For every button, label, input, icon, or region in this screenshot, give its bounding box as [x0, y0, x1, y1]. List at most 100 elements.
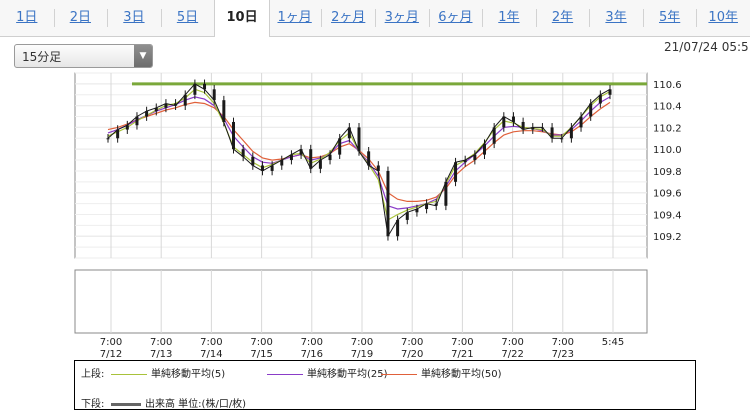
candle-body	[415, 209, 419, 213]
x-tick-time: 5:45	[602, 337, 624, 348]
tab-11[interactable]: 3年	[605, 10, 627, 25]
x-tick-time: 7:00	[150, 337, 172, 348]
x-tick-date: 7/13	[150, 349, 172, 360]
candle-body	[260, 165, 264, 171]
legend-item-volume: 出来高 単位:(株/口/枚)	[107, 395, 246, 410]
candle-body	[473, 154, 477, 161]
legend-ma25-label: 単純移動平均(25)	[307, 369, 388, 380]
y-tick-label: 109.8	[653, 167, 682, 178]
candle-body	[396, 219, 400, 237]
tab-2[interactable]: 3日	[123, 10, 145, 25]
tab-1[interactable]: 2日	[69, 10, 91, 25]
tab-10[interactable]: 2年	[551, 10, 574, 25]
candle-body	[405, 212, 409, 220]
price-line	[107, 83, 611, 238]
candle-body	[569, 127, 573, 139]
x-tick-date: 7/12	[100, 349, 122, 360]
tab-7[interactable]: 3ヶ月	[384, 10, 419, 25]
tab-separator	[642, 9, 644, 27]
x-tick-time: 7:00	[552, 337, 574, 348]
y-tick-label: 109.4	[653, 210, 682, 221]
volume-panel-frame	[74, 269, 648, 334]
y-tick-label: 110.2	[653, 123, 682, 134]
x-tick-time: 7:00	[301, 337, 323, 348]
tab-3[interactable]: 5日	[176, 10, 199, 25]
x-tick-date: 7/21	[451, 349, 473, 360]
legend-item-ma50: 単純移動平均(50)	[377, 365, 502, 380]
x-axis: 7:007/127:007/137:007/147:007/157:007/16…	[100, 337, 624, 360]
x-tick-time: 7:00	[451, 337, 473, 348]
candle-body	[531, 127, 535, 130]
x-tick-date: 7/14	[200, 349, 222, 360]
tab-5[interactable]: 1ヶ月	[277, 10, 312, 25]
x-tick-date: 7/23	[552, 349, 574, 360]
tab-separator	[53, 9, 55, 27]
tab-separator	[107, 9, 109, 27]
interval-select-value: 15分足	[22, 50, 62, 64]
candle-body	[164, 103, 168, 108]
x-tick-time: 7:00	[200, 337, 222, 348]
legend-upper-label: 上段:	[81, 369, 105, 380]
candle-body	[454, 162, 458, 182]
tab-separator	[375, 9, 376, 27]
candle-body	[463, 160, 467, 163]
tab-separator	[696, 9, 698, 27]
candle-body	[386, 170, 390, 237]
candle-body	[203, 83, 207, 90]
candle-body	[550, 127, 554, 139]
y-tick-label: 110.0	[653, 145, 682, 156]
x-tick-date: 7/15	[250, 349, 272, 360]
candle-body	[367, 151, 371, 166]
x-tick-time: 7:00	[501, 337, 523, 348]
price-panel-frame	[74, 72, 648, 259]
legend-item-ma5: 単純移動平均(5)	[107, 365, 225, 380]
candle-body	[125, 125, 129, 130]
candle-body	[357, 127, 361, 152]
candle-body	[270, 165, 274, 171]
legend-lower-label: 下段:	[81, 399, 105, 410]
candle-body	[241, 149, 245, 157]
candle-body	[106, 138, 110, 140]
price-panel: 110.6 110.4 110.2 110.0 109.8 109.6 109.4 109.2	[74, 72, 682, 259]
tab-9[interactable]: 1年	[498, 10, 520, 25]
y-tick-label: 109.6	[653, 189, 682, 200]
x-tick-date: 7/22	[501, 349, 523, 360]
candle-body	[318, 160, 322, 169]
y-tick-label: 110.4	[653, 102, 682, 113]
candle-body	[299, 149, 303, 155]
candle-body	[511, 116, 515, 122]
candle-body	[222, 100, 226, 122]
tab-12[interactable]: 5年	[658, 10, 681, 25]
candle-body	[289, 154, 293, 161]
candle-body	[116, 129, 120, 139]
tab-0[interactable]: 1日	[16, 10, 38, 25]
interval-select[interactable]: 15分足 ▼	[14, 44, 153, 68]
candle-body	[598, 94, 602, 104]
candle-body	[492, 127, 496, 144]
tab-separator	[535, 9, 537, 27]
x-tick-date: 7/19	[351, 349, 373, 360]
x-tick-date: 7/20	[401, 349, 423, 360]
volume-panel	[74, 269, 648, 334]
candle-body	[232, 121, 235, 150]
x-tick-time: 7:00	[100, 337, 122, 348]
tab-4[interactable]: 10日	[214, 0, 270, 37]
candle-body	[251, 156, 255, 166]
tab-separator	[321, 9, 323, 27]
candle-body	[280, 160, 284, 166]
chevron-down-icon: ▼	[134, 45, 152, 67]
tab-13[interactable]: 10年	[708, 10, 738, 25]
candle-body	[154, 107, 158, 112]
legend-ma50-label: 単純移動平均(50)	[421, 369, 502, 380]
candle-body	[589, 103, 593, 117]
candle-body	[145, 111, 149, 117]
x-tick-time: 7:00	[250, 337, 272, 348]
timestamp: 21/07/24 05:5	[664, 40, 749, 54]
candle-body	[193, 83, 197, 95]
tab-separator	[428, 9, 430, 27]
candle-body	[521, 121, 525, 130]
tab-8[interactable]: 6ヶ月	[438, 10, 473, 25]
candle-body	[347, 127, 351, 139]
tab-6[interactable]: 2ヶ月	[331, 10, 366, 25]
